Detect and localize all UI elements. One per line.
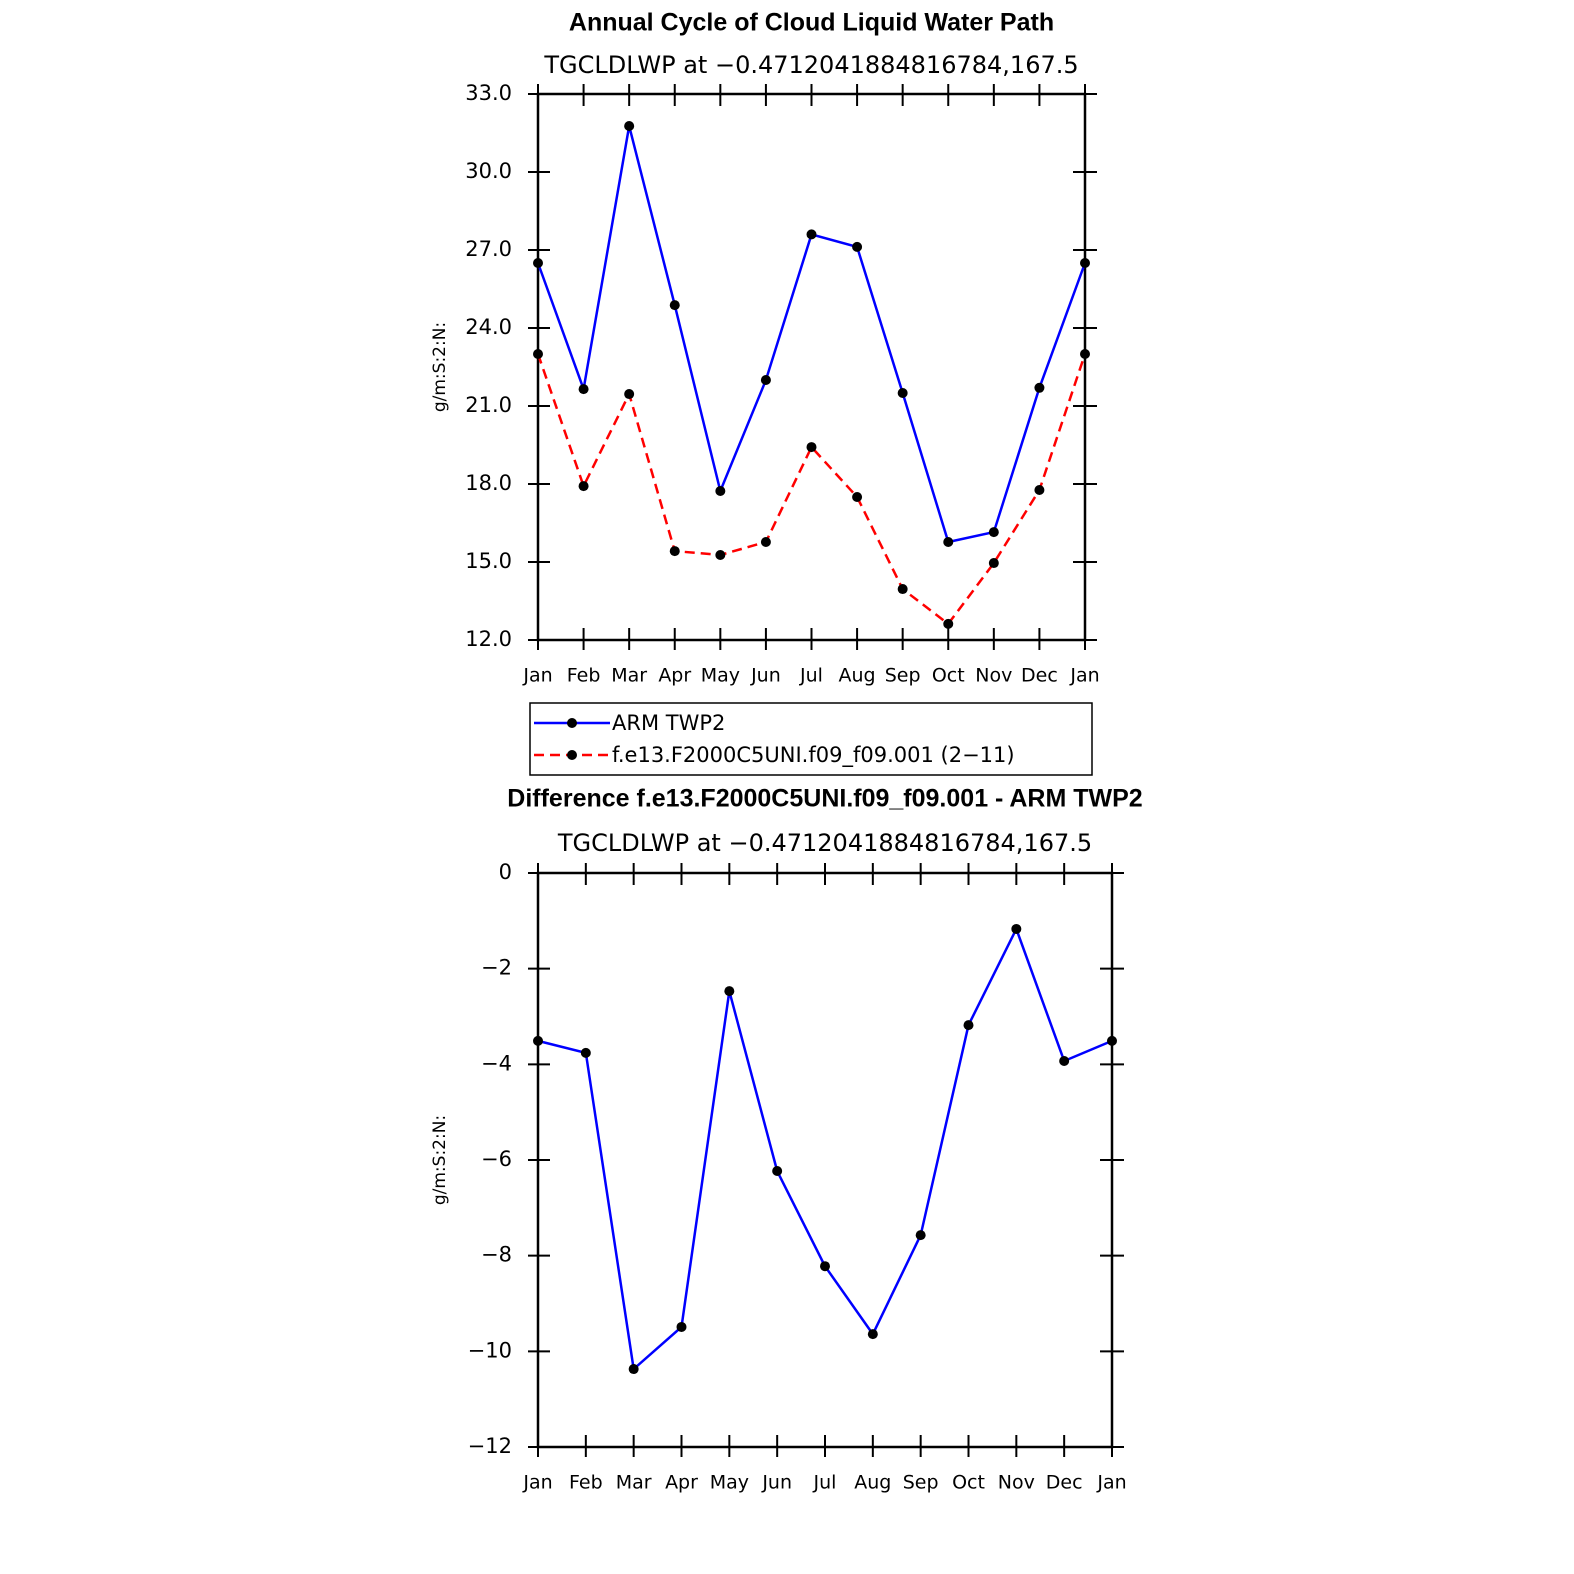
x-tick-label: Mar [616,1472,652,1494]
data-point [1034,484,1045,495]
x-tick-label: Nov [998,1472,1035,1494]
x-tick-label: Jan [522,1472,552,1494]
x-tick-label: Apr [658,665,691,687]
y-tick-label: 21.0 [465,393,512,417]
series-line [536,353,1087,626]
data-point [897,584,908,595]
data-point [1080,258,1090,268]
data-point [715,549,726,560]
y-tick-label: 27.0 [465,237,512,261]
data-point [1080,349,1090,359]
y-tick-label: −10 [468,1338,512,1362]
plot-frame [536,871,1114,1449]
data-point [533,258,543,268]
y-tick-label: 18.0 [465,471,512,495]
data-point [760,536,771,547]
data-point [820,1261,830,1272]
data-point [806,442,817,453]
chart-subtitle: TGCLDLWP at −0.4712041884816784,167.5 [543,51,1078,79]
y-tick-label: 24.0 [465,315,512,339]
legend-box [529,702,1093,776]
data-point [533,349,543,359]
x-tick-label: Nov [975,665,1012,687]
data-point [533,1035,543,1046]
y-axis-label: g/m:S:2:N: [430,1115,450,1205]
data-point [1034,382,1045,393]
data-point [624,120,635,131]
y-tick-label: 15.0 [465,549,512,573]
x-tick-label: Jan [1096,1472,1126,1494]
y-axis-label: g/m:S:2:N: [430,322,450,412]
x-tick-label: May [701,665,740,687]
legend-label: f.e13.F2000C5UNI.f09_f09.001 (2−11) [612,743,1015,768]
data-point [628,1364,639,1375]
data-point [1011,923,1022,934]
legend-marker [567,718,577,728]
data-point [806,229,817,240]
x-tick-label: Aug [839,665,876,687]
x-tick-label: Jun [761,1472,792,1494]
data-point [578,481,589,492]
series-line [536,125,1087,544]
y-tick-label: 33.0 [465,81,512,105]
data-point [915,1230,926,1241]
x-tick-label: May [710,1472,749,1494]
data-point [897,388,908,398]
data-point [580,1047,591,1058]
data-point [676,1321,687,1332]
data-point [988,527,999,538]
data-point [1059,1055,1070,1066]
data-point [724,986,735,997]
x-tick-label: Jun [750,665,781,687]
data-point [624,389,635,400]
series-line [537,925,1113,1372]
x-tick-label: Oct [932,665,965,687]
x-tick-label: Dec [1021,665,1058,687]
data-point [578,384,589,395]
data-point [963,1020,974,1031]
data-point [852,492,863,502]
x-tick-label: Aug [854,1472,891,1494]
x-tick-label: Oct [952,1472,985,1494]
y-tick-label: −8 [481,1243,512,1267]
data-point [988,558,999,569]
data-point [1107,1035,1117,1046]
y-tick-label: −6 [481,1147,512,1171]
chart-title: Annual Cycle of Cloud Liquid Water Path [569,9,1054,37]
y-tick-label: −4 [481,1051,512,1075]
x-tick-label: Sep [885,665,921,687]
y-tick-label: 12.0 [465,627,512,651]
y-tick-label: −2 [481,956,512,980]
x-tick-label: Dec [1046,1472,1083,1494]
x-tick-label: Jan [1069,665,1099,687]
legend-label: ARM TWP2 [612,711,725,735]
data-point [943,618,954,629]
data-point [715,486,726,497]
chart-subtitle: TGCLDLWP at −0.4712041884816784,167.5 [557,829,1092,857]
data-point [760,375,771,385]
y-tick-label: −12 [468,1434,512,1458]
data-point [669,546,680,557]
x-tick-label: Jul [799,665,823,687]
x-tick-label: Apr [665,1472,698,1494]
data-point [867,1329,878,1340]
x-tick-label: Jul [813,1472,837,1494]
x-tick-label: Mar [611,665,647,687]
data-point [852,241,863,252]
legend-marker [567,750,577,760]
data-point [669,300,680,311]
data-point [943,536,954,547]
y-tick-label: 30.0 [465,159,512,183]
y-tick-label: 0 [499,860,512,884]
x-tick-label: Sep [903,1472,939,1494]
x-tick-label: Feb [567,665,601,687]
x-tick-label: Feb [569,1472,603,1494]
data-point [772,1166,783,1177]
chart-title: Difference f.e13.F2000C5UNI.f09_f09.001 … [507,785,1142,813]
x-tick-label: Jan [522,665,552,687]
